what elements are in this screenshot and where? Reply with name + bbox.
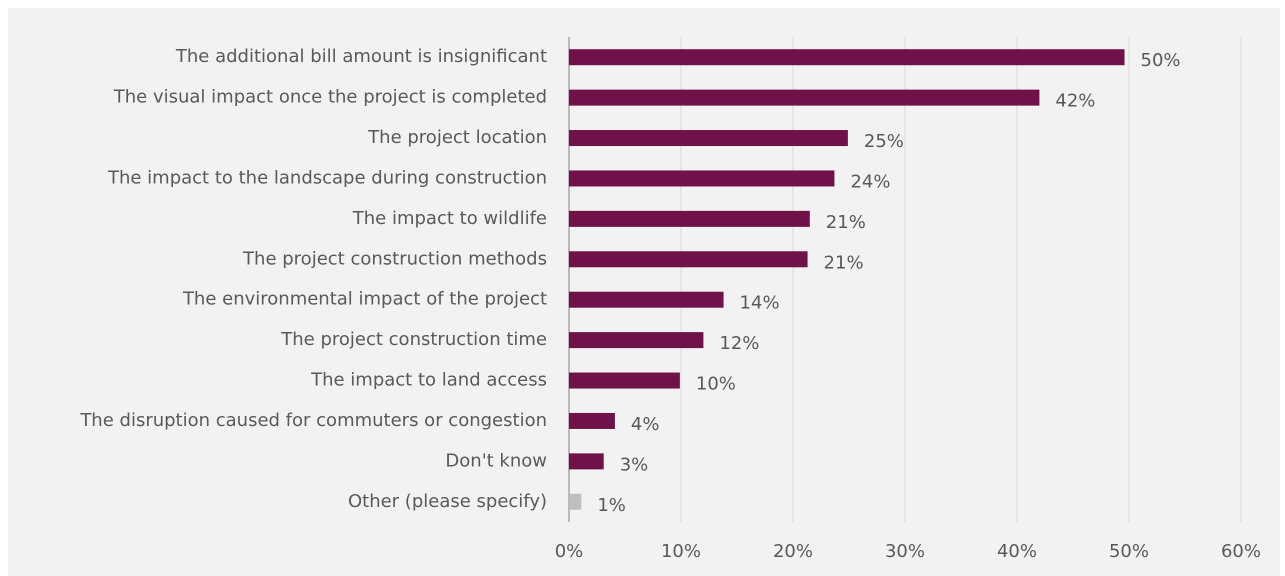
value-label: 12% [719,333,759,354]
x-tick-label: 50% [1109,541,1149,562]
value-label: 14% [740,293,780,314]
value-label: 4% [631,414,660,435]
value-label: 21% [826,212,866,233]
bar [569,291,724,308]
bar [569,412,615,429]
x-tick-label: 30% [885,541,925,562]
category-label: The project location [367,127,547,148]
value-label: 3% [620,454,649,475]
value-label: 21% [824,252,864,273]
bar [569,170,835,187]
category-label: The impact to land access [310,370,547,391]
category-label: The project construction methods [242,248,547,269]
category-label: The additional bill amount is insignific… [175,46,547,67]
bar [569,49,1125,66]
category-label: The project construction time [280,329,547,350]
value-label: 24% [850,171,890,192]
bar [569,332,704,349]
bar [569,493,582,510]
x-tick-label: 20% [773,541,813,562]
category-label: Don't know [445,450,547,471]
category-label: The disruption caused for commuters or c… [79,410,547,431]
x-tick-label: 40% [997,541,1037,562]
x-tick-label: 60% [1221,541,1261,562]
bar [569,251,808,268]
category-label: Other (please specify) [348,491,547,512]
category-label: The impact to the landscape during const… [107,167,547,188]
x-tick-label: 0% [555,541,584,562]
bar [569,210,810,227]
value-label: 42% [1055,91,1095,112]
value-label: 10% [696,374,736,395]
value-label: 1% [597,495,626,516]
category-label: The impact to wildlife [352,208,547,229]
bar [569,130,848,147]
value-label: 25% [864,131,904,152]
category-label: The visual impact once the project is co… [113,87,547,108]
bar [569,372,680,389]
bar [569,89,1040,106]
value-label: 50% [1141,50,1181,71]
x-tick-label: 10% [661,541,701,562]
bar [569,453,604,470]
category-label: The environmental impact of the project [182,289,547,310]
